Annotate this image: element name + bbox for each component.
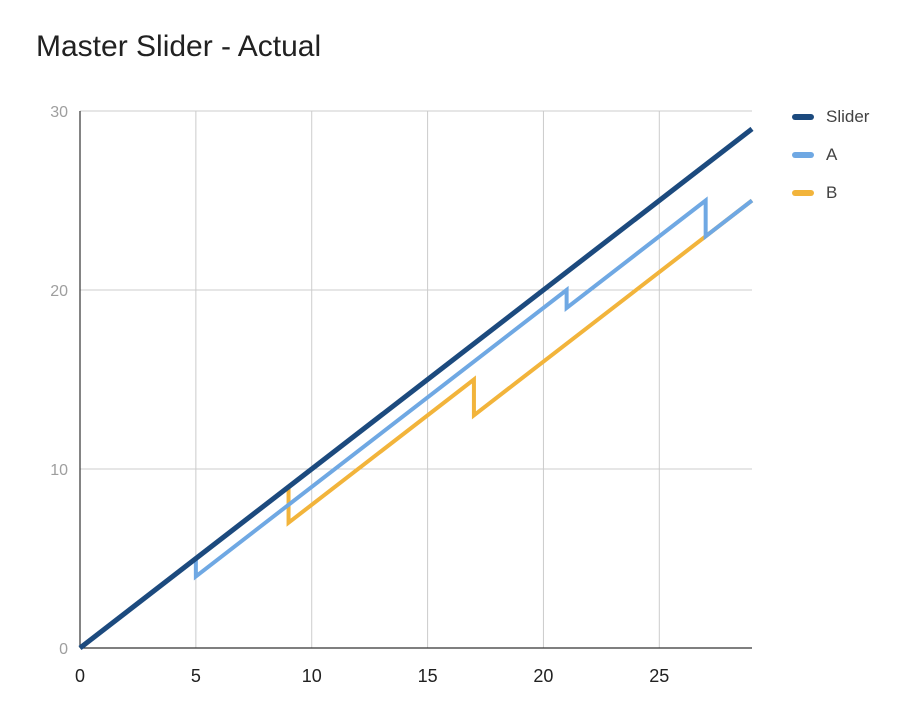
legend-swatch-a [792,152,814,158]
legend-swatch-b [792,190,814,196]
legend-swatch-slider [792,114,814,120]
y-tick-label: 10 [50,462,68,479]
tick-labels: 0 10 20 30 0 5 10 15 20 25 [50,104,669,686]
series-line-b [78,198,754,650]
legend-item-slider: Slider [792,98,869,136]
series-lines [78,126,754,650]
x-tick-label: 5 [191,666,201,686]
y-tick-label: 20 [50,283,68,300]
legend-label-slider: Slider [826,107,870,126]
legend-item-a: A [792,136,869,174]
legend-label-a: A [826,145,838,164]
series-line-slider [78,126,754,650]
y-tick-label: 0 [59,641,68,658]
x-tick-label: 25 [649,666,669,686]
x-tick-label: 0 [75,666,85,686]
legend: Slider A B [792,98,869,212]
axes [79,111,752,649]
x-tick-label: 15 [418,666,438,686]
x-tick-label: 10 [302,666,322,686]
x-tick-label: 20 [533,666,553,686]
legend-label-b: B [826,183,838,202]
legend-item-b: B [792,174,869,212]
y-tick-label: 30 [50,104,68,121]
chart-title: Master Slider - Actual [36,30,322,63]
